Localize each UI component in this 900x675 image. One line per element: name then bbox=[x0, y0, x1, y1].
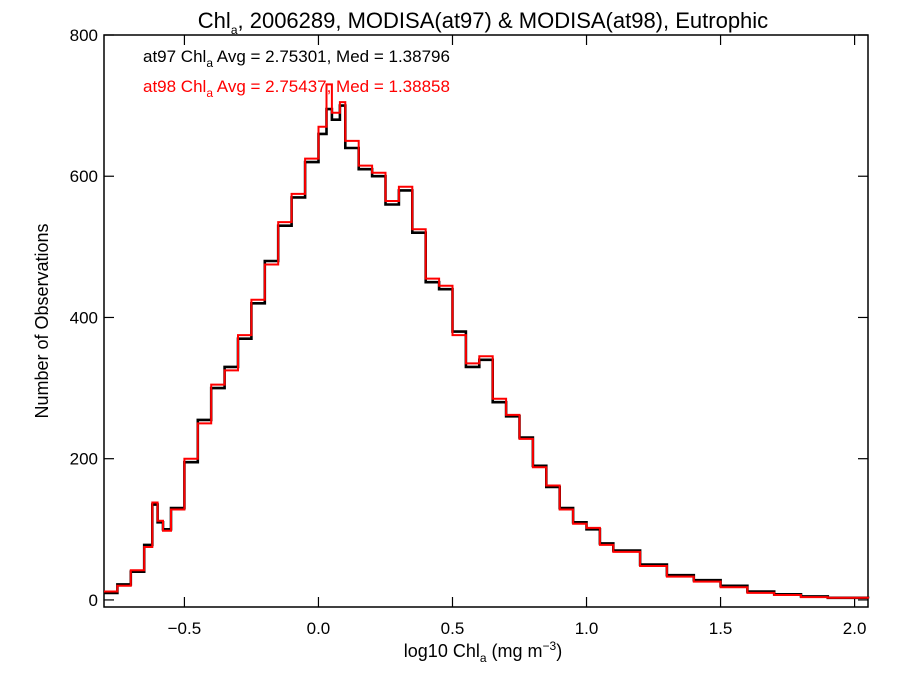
y-axis-label: Number of Observations bbox=[32, 223, 52, 418]
x-axis-label: log10 Chla (mg m−3) bbox=[404, 639, 562, 665]
series-layer bbox=[104, 83, 870, 600]
y-tick-label: 600 bbox=[70, 167, 98, 186]
x-tick-label: 1.5 bbox=[709, 619, 733, 638]
y-axis-ticks: 0 200 400 600 800 bbox=[70, 26, 868, 610]
series-at97-line bbox=[104, 104, 870, 600]
x-axis-ticks: −0.5 0.0 0.5 1.0 1.5 2.0 bbox=[168, 35, 867, 638]
plot-frame bbox=[103, 34, 869, 608]
series-at98-line bbox=[104, 83, 869, 599]
y-tick-label: 800 bbox=[70, 26, 98, 45]
stat-line-at98: at98 Chla Avg = 2.75437, Med = 1.38858 bbox=[143, 77, 450, 100]
chart-title: Chla, 2006289, MODISA(at97) & MODISA(at9… bbox=[198, 8, 768, 37]
x-tick-label: −0.5 bbox=[168, 619, 202, 638]
x-tick-label: 1.0 bbox=[575, 619, 599, 638]
stat-line-at97: at97 Chla Avg = 2.75301, Med = 1.38796 bbox=[143, 47, 450, 70]
y-tick-label: 200 bbox=[70, 450, 98, 469]
y-tick-label: 400 bbox=[70, 308, 98, 327]
x-tick-label: 0.5 bbox=[441, 619, 465, 638]
x-tick-label: 2.0 bbox=[843, 619, 867, 638]
y-tick-label: 0 bbox=[89, 591, 98, 610]
x-tick-label: 0.0 bbox=[307, 619, 331, 638]
